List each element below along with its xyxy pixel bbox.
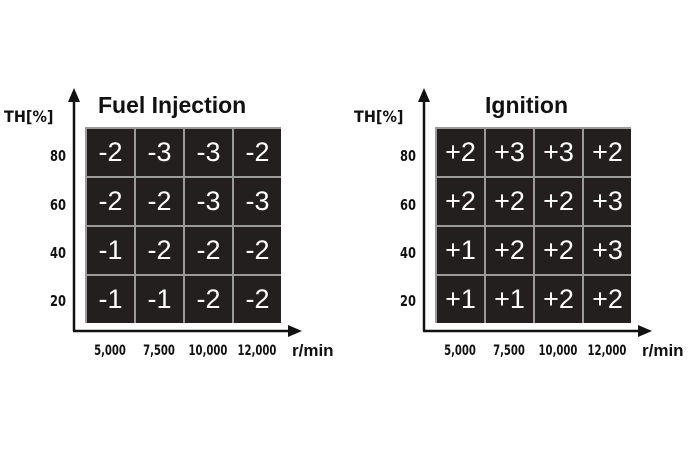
fuel-cell-r0-c1: -3 [136,129,183,176]
fuel-cell-r3-c2: -2 [185,276,232,323]
ignition-y-tick-80: 80 [400,147,416,165]
fuel-x-tick-10000: 10,000 [188,343,228,359]
fuel-y-axis-label: TH[%] [4,107,54,126]
ignition-cell-r1-c3: +3 [584,178,631,225]
ignition-cell-r2-c0: +1 [437,227,484,274]
ignition-chart-title: Ignition [485,92,569,118]
ignition-panel: TH[%] Ignition r/min 80 60 40 20 5,000 7… [350,0,696,457]
ignition-cell-r1-c1: +2 [486,178,533,225]
fuel-cell-r0-c3: -2 [234,129,281,176]
fuel-cell-r0-c2: -3 [185,129,232,176]
ignition-grid: +2 +3 +3 +2 +2 +2 +2 +3 +1 +2 +2 +3 +1 +1 +2 +2 [435,127,631,323]
ignition-axes [418,88,652,337]
fuel-x-tick-12000: 12,000 [237,343,277,359]
fuel-x-tick-5000: 5,000 [94,343,126,359]
ignition-cell-r0-c2: +3 [535,129,582,176]
ignition-cell-r3-c1: +1 [486,276,533,323]
fuel-cell-r1-c1: -2 [136,178,183,225]
ignition-x-tick-5000: 5,000 [444,343,476,359]
ignition-y-tick-60: 60 [400,196,416,214]
ignition-cell-r3-c3: +2 [584,276,631,323]
ignition-cell-r2-c3: +3 [584,227,631,274]
fuel-y-tick-20: 20 [50,292,66,310]
ignition-cell-r2-c1: +2 [486,227,533,274]
ignition-x-axis-arrow [638,325,652,337]
fuel-injection-grid: -2 -3 -3 -2 -2 -2 -3 -3 -1 -2 -2 -2 -1 -1 -2 -2 [85,127,281,323]
fuel-y-tick-40: 40 [50,244,66,262]
ignition-y-axis-arrow [418,88,430,102]
fuel-cell-r3-c0: -1 [87,276,134,323]
fuel-cell-r2-c0: -1 [87,227,134,274]
fuel-y-axis-arrow [68,88,80,102]
ignition-y-tick-20: 20 [400,292,416,310]
ignition-cell-r2-c2: +2 [535,227,582,274]
fuel-y-tick-60: 60 [50,196,66,214]
ignition-y-axis-label: TH[%] [354,107,404,126]
ignition-x-tick-10000: 10,000 [538,343,578,359]
fuel-x-axis-arrow [288,325,302,337]
ignition-cell-r3-c0: +1 [437,276,484,323]
ignition-y-tick-40: 40 [400,244,416,262]
fuel-y-tick-80: 80 [50,147,66,165]
ignition-cell-r0-c3: +2 [584,129,631,176]
ignition-cell-r1-c2: +2 [535,178,582,225]
ignition-cell-r0-c1: +3 [486,129,533,176]
fuel-cell-r1-c0: -2 [87,178,134,225]
ignition-x-tick-12000: 12,000 [587,343,627,359]
ignition-x-axis-label: r/min [642,341,684,360]
fuel-cell-r3-c1: -1 [136,276,183,323]
fuel-cell-r2-c2: -2 [185,227,232,274]
fuel-cell-r2-c3: -2 [234,227,281,274]
ignition-cell-r3-c2: +2 [535,276,582,323]
fuel-cell-r1-c2: -3 [185,178,232,225]
fuel-injection-panel: TH[%] Fuel Injection r/min 80 60 40 20 5… [4,88,334,360]
fuel-axes [68,88,302,337]
fuel-cell-r2-c1: -2 [136,227,183,274]
fuel-x-tick-7500: 7,500 [143,343,175,359]
fuel-x-axis-label: r/min [292,341,334,360]
ignition-x-tick-7500: 7,500 [493,343,525,359]
fuel-chart-title: Fuel Injection [98,92,247,118]
fuel-cell-r0-c0: -2 [87,129,134,176]
ignition-cell-r1-c0: +2 [437,178,484,225]
ignition-cell-r0-c0: +2 [437,129,484,176]
fuel-cell-r3-c3: -2 [234,276,281,323]
fuel-cell-r1-c3: -3 [234,178,281,225]
